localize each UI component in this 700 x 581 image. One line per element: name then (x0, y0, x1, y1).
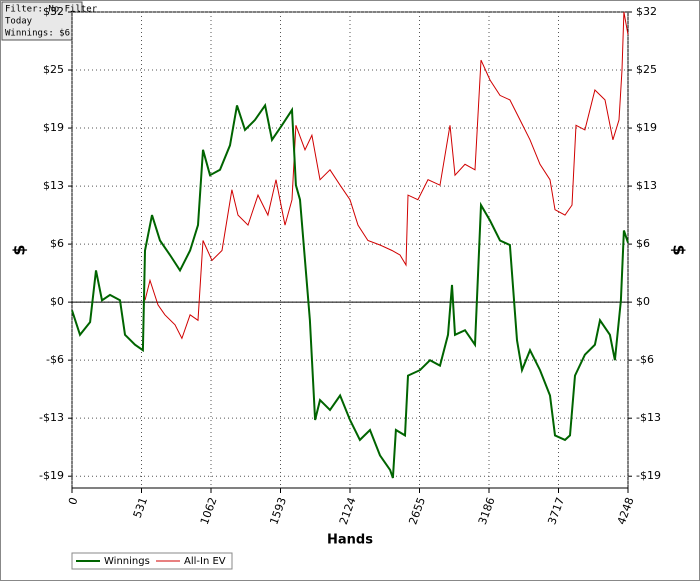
y-tick-label: $32 (43, 5, 64, 18)
series-line (71, 102, 629, 479)
filter-box (1, 1, 83, 41)
y-tick-label: -$6 (46, 353, 64, 366)
y-tick-label: -$13 (39, 411, 64, 424)
filter-text: Winnings: $6.56 (5, 29, 86, 39)
y-tick-label: $25 (43, 63, 64, 76)
y2-tick-label: $19 (636, 121, 657, 134)
legend-label: Winnings (104, 556, 150, 567)
y2-tick-label: $6 (636, 237, 650, 250)
filter-text: Filter: No Filter (5, 5, 98, 15)
y-axis-label: $ (10, 244, 29, 255)
y2-tick-label: -$19 (636, 469, 661, 482)
y2-tick-label: $0 (636, 295, 650, 308)
y-tick-label: $6 (50, 237, 64, 250)
x-axis-label: Hands (327, 533, 373, 548)
y2-tick-label: -$13 (636, 411, 661, 424)
y2-tick-label: $13 (636, 179, 657, 192)
x-tick-label: 0 (66, 496, 81, 507)
y2-tick-label: $25 (636, 63, 657, 76)
series-line (144, 11, 629, 340)
legend-label: All-In EV (184, 556, 226, 567)
y-tick-label: $13 (43, 179, 64, 192)
y2-tick-label: -$6 (636, 353, 654, 366)
y2-tick-label: $32 (636, 5, 657, 18)
y2-axis-label: $ (670, 244, 689, 255)
y-tick-label: $0 (50, 295, 64, 308)
y-tick-label: $19 (43, 121, 64, 134)
legend (71, 552, 233, 570)
y-tick-label: -$19 (39, 469, 64, 482)
filter-text: Today (5, 17, 33, 27)
